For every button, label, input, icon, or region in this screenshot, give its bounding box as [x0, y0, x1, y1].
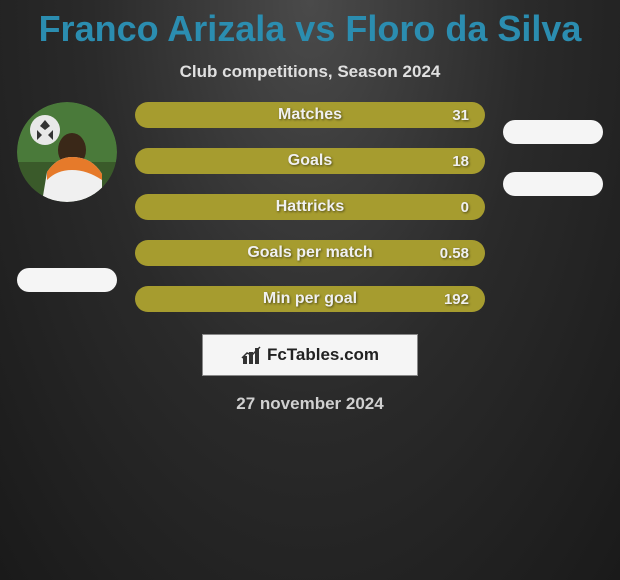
player-left-avatar — [17, 102, 117, 202]
page-title: Franco Arizala vs Floro da Silva — [0, 8, 620, 50]
brand-text: FcTables.com — [267, 345, 379, 365]
comparison-card: Franco Arizala vs Floro da Silva Club co… — [0, 0, 620, 414]
content-row: Matches 31 Goals 18 Hattricks 0 Goals pe… — [0, 102, 620, 312]
stat-value: 0.58 — [440, 245, 469, 262]
stats-column: Matches 31 Goals 18 Hattricks 0 Goals pe… — [135, 102, 485, 312]
stat-bar-goals: Goals 18 — [135, 148, 485, 174]
stat-bar-goals-per-match: Goals per match 0.58 — [135, 240, 485, 266]
stat-label: Min per goal — [263, 290, 357, 308]
player-right-pill-2 — [503, 172, 603, 196]
stat-bar-hattricks: Hattricks 0 — [135, 194, 485, 220]
avatar-icon — [17, 102, 117, 202]
stat-value: 0 — [461, 199, 469, 216]
stat-label: Goals per match — [247, 244, 372, 262]
stat-label: Goals — [288, 152, 332, 170]
stat-value: 31 — [452, 107, 469, 124]
player-left-name-pill — [17, 268, 117, 292]
player-left-column — [17, 102, 117, 292]
brand-box[interactable]: FcTables.com — [202, 334, 418, 376]
player-right-pill-1 — [503, 120, 603, 144]
subtitle: Club competitions, Season 2024 — [0, 62, 620, 82]
stat-label: Matches — [278, 106, 342, 124]
stat-value: 18 — [452, 153, 469, 170]
stat-bar-min-per-goal: Min per goal 192 — [135, 286, 485, 312]
chart-icon — [241, 344, 263, 366]
player-right-column — [503, 102, 603, 196]
stat-label: Hattricks — [276, 198, 344, 216]
stat-bar-matches: Matches 31 — [135, 102, 485, 128]
stat-value: 192 — [444, 291, 469, 308]
date-text: 27 november 2024 — [0, 394, 620, 414]
